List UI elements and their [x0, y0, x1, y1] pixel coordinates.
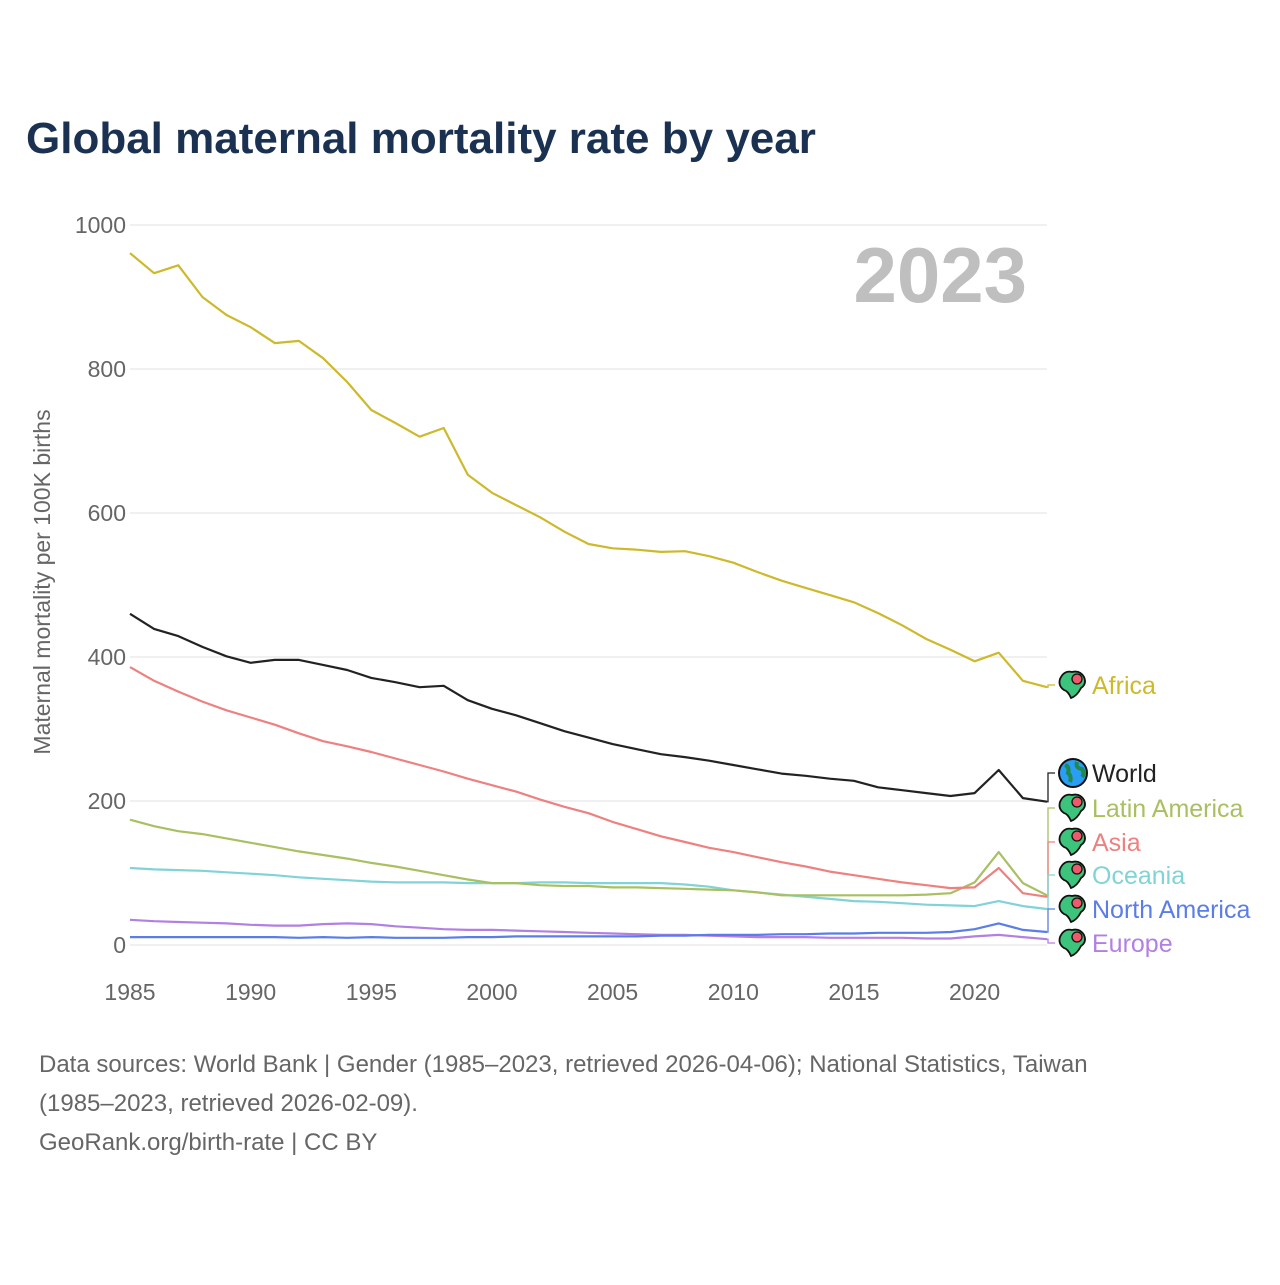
- footer-sources-line2: (1985–2023, retrieved 2026-02-09).: [39, 1090, 418, 1117]
- y-axis-label: Maternal mortality per 100K births: [29, 409, 55, 754]
- series-lines: [129, 252, 1048, 941]
- series-line-europe: [129, 918, 1048, 941]
- y-tick-label: 200: [88, 788, 126, 814]
- x-tick-label: 2000: [466, 979, 517, 1005]
- x-tick-label: 2010: [708, 979, 759, 1005]
- oceania-map-pin-icon: [1058, 860, 1086, 890]
- globe-icon: [1058, 758, 1088, 788]
- series-label-north-america: North America: [1092, 896, 1250, 924]
- series-line-latin-america: [129, 818, 1048, 897]
- x-tick-label: 1995: [346, 979, 397, 1005]
- year-label: 2023: [853, 231, 1027, 319]
- series-label-oceania: Oceania: [1092, 862, 1185, 890]
- latin-america-map-pin-icon: [1058, 793, 1086, 823]
- y-tick-label: 600: [88, 500, 126, 526]
- connector-north-america: [1047, 908, 1055, 933]
- africa-map-pin-icon: [1058, 670, 1086, 700]
- chart-title: Global maternal mortality rate by year: [26, 114, 816, 163]
- series-line-africa: [129, 252, 1048, 689]
- series-line-north-america: [130, 922, 1048, 939]
- footer-credit[interactable]: GeoRank.org/birth-rate | CC BY: [39, 1129, 377, 1156]
- series-label-europe: Europe: [1092, 930, 1173, 958]
- series-line-asia: [129, 666, 1048, 898]
- connector-europe: [1047, 938, 1055, 944]
- europe-map-pin-icon: [1058, 928, 1086, 958]
- asia-map-pin-icon: [1058, 827, 1086, 857]
- x-tick-label: 1990: [225, 979, 276, 1005]
- y-tick-label: 1000: [75, 212, 126, 238]
- series-label-asia: Asia: [1092, 829, 1141, 857]
- connector-world: [1047, 772, 1055, 803]
- series-label-latin-america: Latin America: [1092, 795, 1244, 823]
- connector-africa: [1047, 684, 1055, 688]
- series-label-africa: Africa: [1092, 672, 1156, 700]
- series-line-oceania: [129, 866, 1048, 911]
- x-tick-label: 1985: [104, 979, 155, 1005]
- footer-sources-line1: Data sources: World Bank | Gender (1985–…: [39, 1051, 1088, 1078]
- y-tick-label: 400: [88, 644, 126, 670]
- x-tick-label: 2015: [828, 979, 879, 1005]
- series-label-world: World: [1092, 760, 1157, 788]
- y-tick-label: 800: [88, 356, 126, 382]
- y-axis-ticks: 0 200 400 600 800 1000: [75, 212, 126, 958]
- north-america-map-pin-icon: [1058, 894, 1086, 924]
- series-labels: Africa World Latin America Asia Oceania North…: [1047, 670, 1250, 958]
- x-axis-ticks: 1985 1990 1995 2000 2005 2010 2015 2020: [104, 979, 1000, 1005]
- y-tick-label: 0: [113, 932, 126, 958]
- x-tick-label: 2020: [949, 979, 1000, 1005]
- series-line-world: [129, 612, 1048, 803]
- grid: [130, 224, 1047, 946]
- x-tick-label: 2005: [587, 979, 638, 1005]
- connector-oceania: [1047, 874, 1055, 910]
